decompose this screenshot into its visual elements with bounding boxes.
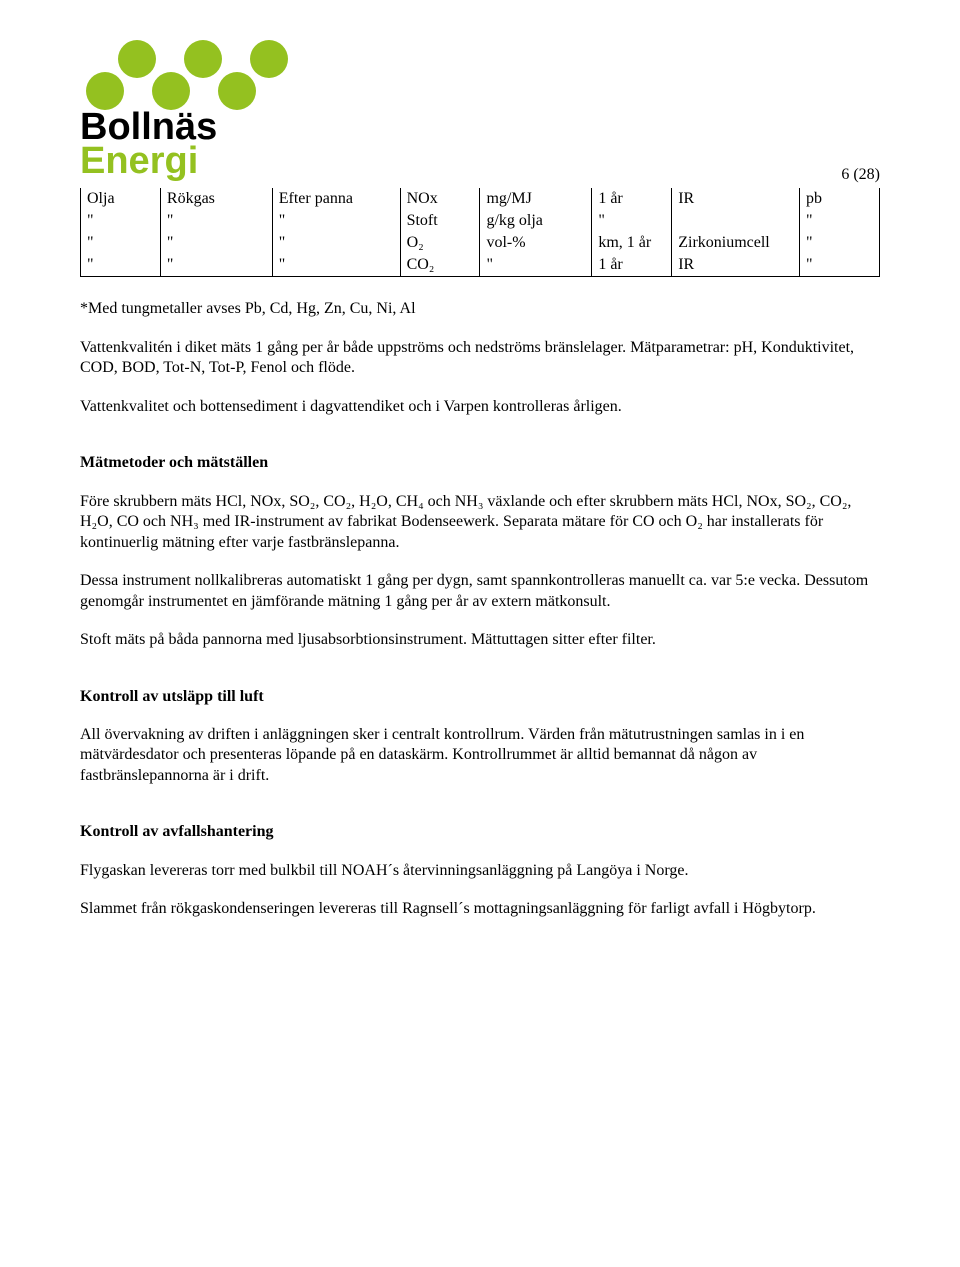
- table-cell: ": [272, 232, 400, 254]
- table-row: """Stoftg/kg olja"": [81, 210, 880, 232]
- paragraph-slammet: Slammet från rökgaskondenseringen levere…: [80, 899, 880, 919]
- paragraph-flygaskan: Flygaskan levereras torr med bulkbil til…: [80, 861, 880, 881]
- measurement-table: OljaRökgasEfter pannaNOxmg/MJ1 årIRpb"""…: [80, 188, 880, 277]
- table-cell: ": [160, 232, 272, 254]
- logo-dot-icon: [152, 72, 190, 110]
- heading-kontroll-luft: Kontroll av utsläpp till luft: [80, 687, 880, 707]
- table-cell: IR: [672, 188, 800, 210]
- table-cell: ": [81, 254, 161, 277]
- table-cell: Stoft: [400, 210, 480, 232]
- table-cell: mg/MJ: [480, 188, 592, 210]
- table-cell: O₂: [400, 232, 480, 254]
- heading-kontroll-avfall: Kontroll av avfallshantering: [80, 822, 880, 842]
- logo-dot-icon: [250, 40, 288, 78]
- table-cell: Zirkoniumcell: [672, 232, 800, 254]
- table-cell: ": [160, 254, 272, 277]
- table-cell: 1 år: [592, 254, 672, 277]
- table-cell: pb: [800, 188, 880, 210]
- paragraph-vattenkvaliten: Vattenkvalitén i diket mäts 1 gång per å…: [80, 338, 880, 379]
- table-cell: ": [81, 232, 161, 254]
- table-cell: Rökgas: [160, 188, 272, 210]
- paragraph-stoft: Stoft mäts på båda pannorna med ljusabso…: [80, 630, 880, 650]
- heading-matmetoder: Mätmetoder och mätställen: [80, 453, 880, 473]
- paragraph-vattenkvalitet: Vattenkvalitet och bottensediment i dagv…: [80, 397, 880, 417]
- table-cell: g/kg olja: [480, 210, 592, 232]
- paragraph-nollkalibreras: Dessa instrument nollkalibreras automati…: [80, 571, 880, 612]
- table-cell: NOx: [400, 188, 480, 210]
- logo-line1: Bollnäs: [80, 110, 880, 144]
- table-cell: ": [81, 210, 161, 232]
- table-cell: ": [800, 254, 880, 277]
- table-cell: ": [480, 254, 592, 277]
- table-cell: ": [800, 210, 880, 232]
- logo-dot-icon: [118, 40, 156, 78]
- table-row: """O₂vol-%km, 1 årZirkoniumcell": [81, 232, 880, 254]
- logo-dot-icon: [218, 72, 256, 110]
- table-cell: Efter panna: [272, 188, 400, 210]
- table-cell: Olja: [81, 188, 161, 210]
- table-cell: IR: [672, 254, 800, 277]
- table-cell: ": [800, 232, 880, 254]
- document-page: Bollnäs Energi 6 (28) OljaRökgasEfter pa…: [0, 0, 960, 998]
- logo: Bollnäs Energi: [80, 40, 880, 178]
- logo-dot-icon: [184, 40, 222, 78]
- logo-dot-icon: [86, 72, 124, 110]
- table-row: OljaRökgasEfter pannaNOxmg/MJ1 årIRpb: [81, 188, 880, 210]
- table-cell: [672, 210, 800, 232]
- table-cell: ": [592, 210, 672, 232]
- table-cell: 1 år: [592, 188, 672, 210]
- page-number: 6 (28): [80, 166, 880, 184]
- footnote-tungmetaller: *Med tungmetaller avses Pb, Cd, Hg, Zn, …: [80, 299, 880, 319]
- table-row: """CO₂"1 årIR": [81, 254, 880, 277]
- table-cell: ": [272, 210, 400, 232]
- table-cell: CO₂: [400, 254, 480, 277]
- table-cell: ": [272, 254, 400, 277]
- paragraph-skrubbern: Före skrubbern mäts HCl, NOx, SO₂, CO₂, …: [80, 492, 880, 553]
- table-cell: km, 1 år: [592, 232, 672, 254]
- table-cell: vol-%: [480, 232, 592, 254]
- table-cell: ": [160, 210, 272, 232]
- paragraph-overvakning: All övervakning av driften i anläggninge…: [80, 725, 880, 786]
